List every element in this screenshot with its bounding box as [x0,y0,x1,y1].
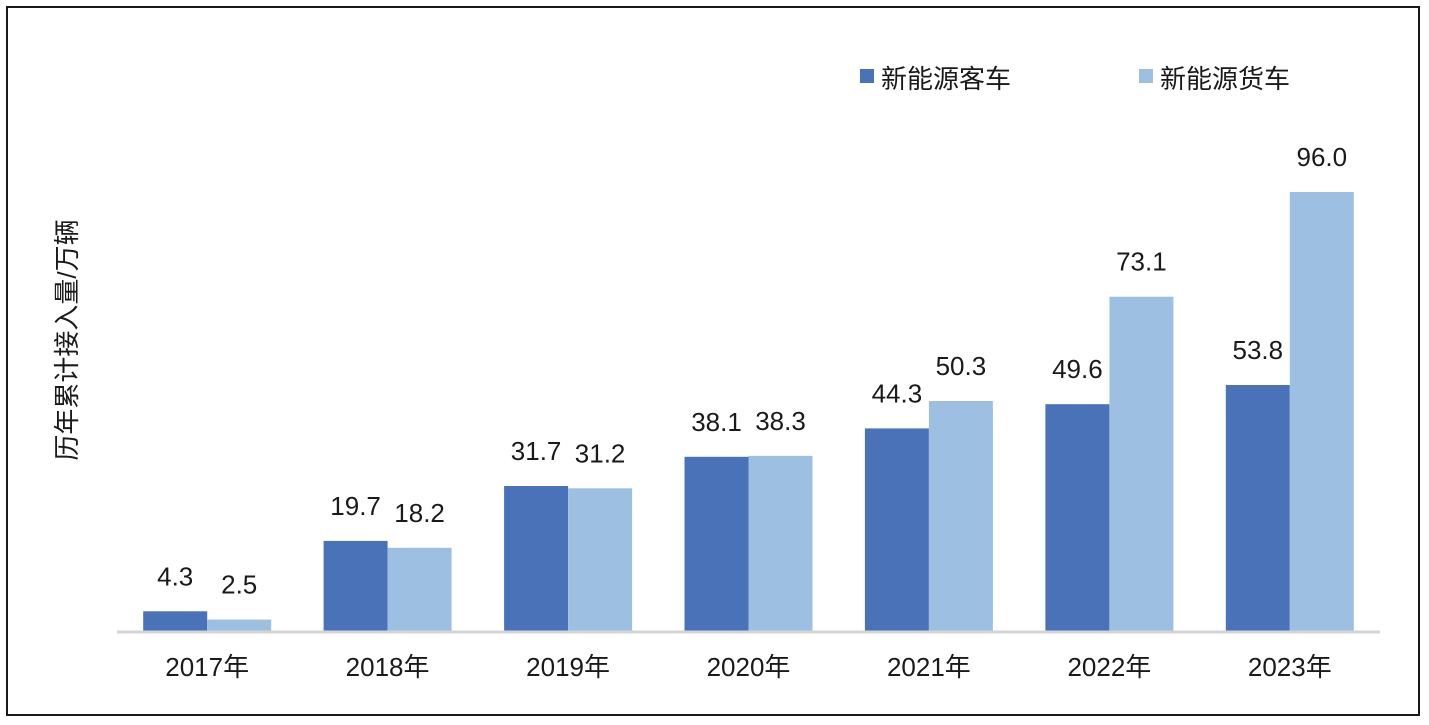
x-tick-label-2: 2019年 [526,652,610,682]
bar-truck-1 [387,547,452,631]
data-label-passenger-4: 44.3 [872,378,923,408]
legend-swatch-passenger [860,69,874,83]
bar-passenger-0 [143,611,208,631]
data-label-passenger-2: 31.7 [511,436,562,466]
bar-truck-2 [568,488,633,631]
legend-label-truck: 新能源货车 [1160,64,1290,94]
x-tick-label-1: 2018年 [346,652,430,682]
y-axis-title: 历年累计接入量/万辆 [52,219,82,460]
data-label-truck-0: 2.5 [221,570,257,600]
bar-passenger-5 [1045,404,1110,631]
bars-group [143,192,1354,631]
data-label-truck-5: 73.1 [1116,247,1167,277]
data-label-truck-2: 31.2 [575,438,626,468]
bar-truck-6 [1289,192,1354,631]
bar-truck-4 [928,401,993,631]
data-label-passenger-1: 19.7 [330,491,381,521]
bar-passenger-4 [864,428,929,631]
bar-passenger-2 [504,486,569,631]
x-tick-label-3: 2020年 [707,652,791,682]
bar-passenger-6 [1225,385,1290,631]
data-label-truck-6: 96.0 [1296,142,1347,172]
x-tick-label-5: 2022年 [1067,652,1151,682]
bar-truck-5 [1109,296,1174,631]
x-tick-labels: 2017年 2018年 2019年 2020年 2021年 2022年 2023年 [165,652,1331,682]
legend-swatch-truck [1139,69,1153,83]
bar-passenger-1 [323,540,388,631]
data-label-truck-4: 50.3 [936,351,987,381]
data-label-passenger-0: 4.3 [157,561,193,591]
bar-passenger-3 [684,456,749,631]
data-label-passenger-6: 53.8 [1232,335,1283,365]
x-tick-label-6: 2023年 [1248,652,1332,682]
legend: 新能源客车 新能源货车 [860,64,1290,94]
data-labels-group: 4.3 2.5 19.7 18.2 31.7 31.2 38.1 38.3 44.3 50.3 49… [157,142,1347,600]
x-tick-label-4: 2021年 [887,652,971,682]
data-label-passenger-5: 49.6 [1052,354,1103,384]
data-label-passenger-3: 38.1 [691,407,742,437]
bar-truck-3 [748,455,813,631]
legend-label-passenger: 新能源客车 [881,64,1011,94]
bar-truck-0 [207,619,272,631]
data-label-truck-1: 18.2 [394,498,445,528]
data-label-truck-3: 38.3 [755,406,806,436]
x-tick-label-0: 2017年 [165,652,249,682]
